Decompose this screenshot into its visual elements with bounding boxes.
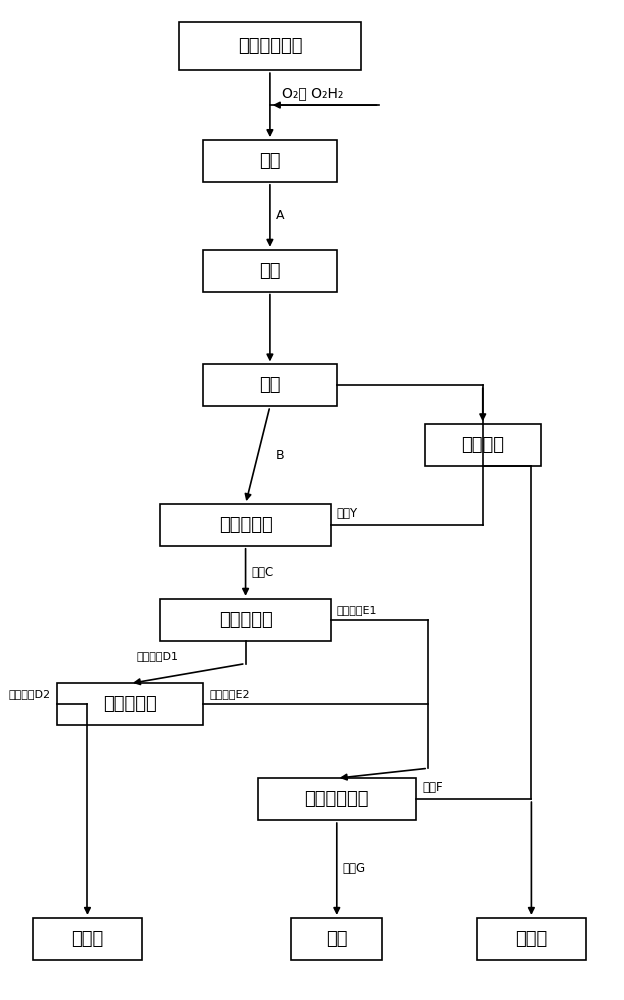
Text: 筒式磁选机: 筒式磁选机 <box>103 695 157 713</box>
Text: 一磁精矿D1: 一磁精矿D1 <box>136 651 178 661</box>
Text: B: B <box>276 449 285 462</box>
Text: O₂或 O₂H₂: O₂或 O₂H₂ <box>282 86 343 100</box>
Text: 钛精矿: 钛精矿 <box>515 930 547 948</box>
Text: 精矿F: 精矿F <box>422 781 442 794</box>
Bar <box>425 424 540 466</box>
Text: 二磁精矿D2: 二磁精矿D2 <box>9 689 51 699</box>
Text: 沉砂C: 沉砂C <box>251 566 274 579</box>
Bar <box>160 504 331 546</box>
Bar <box>178 22 361 70</box>
Text: 一磁尾矿E1: 一磁尾矿E1 <box>337 605 378 615</box>
Bar <box>477 918 586 960</box>
Bar <box>203 364 337 406</box>
Bar <box>160 599 331 641</box>
Text: 二磁尾矿E2: 二磁尾矿E2 <box>209 689 250 699</box>
Bar <box>57 683 203 725</box>
Text: 过滤: 过滤 <box>259 376 281 394</box>
Text: 尾矿G: 尾矿G <box>343 862 366 875</box>
Bar <box>291 918 383 960</box>
Text: A: A <box>276 209 285 222</box>
Text: 尾矿: 尾矿 <box>326 930 348 948</box>
Text: 碱浸: 碱浸 <box>259 262 281 280</box>
Text: 磁力脱水槽: 磁力脱水槽 <box>218 611 273 629</box>
Text: 旋流器分级: 旋流器分级 <box>218 516 273 534</box>
Text: 钒钛磁铁精矿: 钒钛磁铁精矿 <box>238 37 302 55</box>
Text: 回收利用: 回收利用 <box>461 436 504 454</box>
Bar <box>203 140 337 182</box>
Text: 螺旋溜槽重选: 螺旋溜槽重选 <box>305 790 369 808</box>
Bar <box>258 778 416 820</box>
Bar <box>32 918 142 960</box>
Bar <box>203 250 337 292</box>
Text: 铁精矿: 铁精矿 <box>71 930 104 948</box>
Text: 锻烧: 锻烧 <box>259 152 281 170</box>
Text: 溢流Y: 溢流Y <box>337 507 358 520</box>
